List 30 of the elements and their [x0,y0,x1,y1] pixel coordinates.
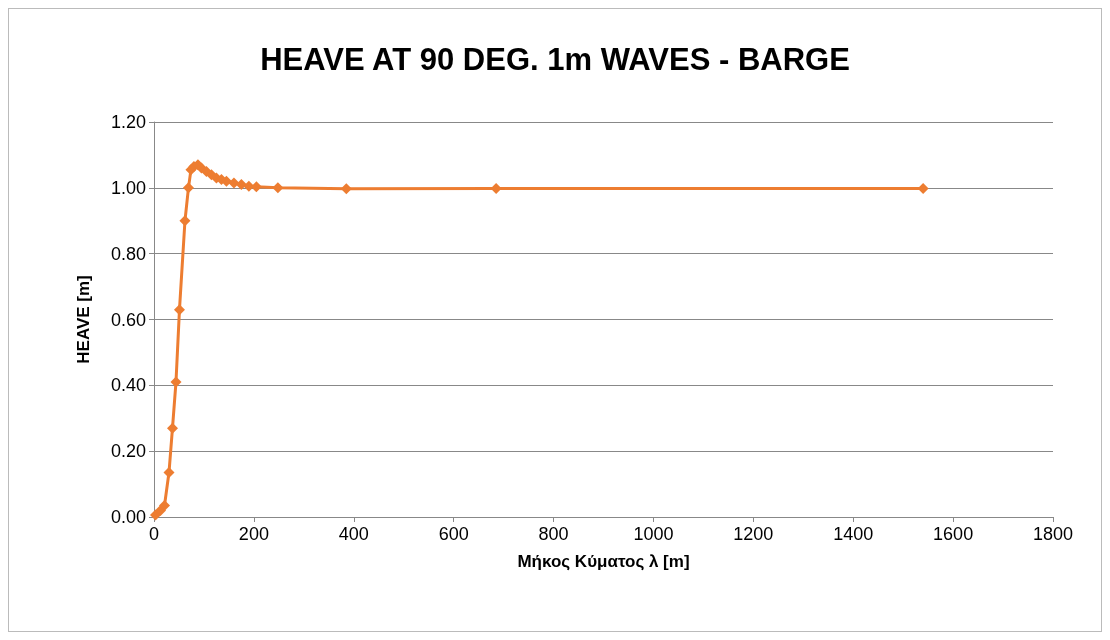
y-tick-label: 0.20 [110,441,146,462]
x-tick-label: 1600 [933,524,974,544]
x-tick-label: 0 [148,524,160,544]
y-tick-label: 0.80 [110,243,146,264]
x-tick-label: 1200 [733,524,774,544]
point [170,376,182,388]
x-tick-label: 1800 [1032,524,1074,544]
y-tick-label: 0.00 [110,507,146,527]
point [158,499,170,511]
x-tick-label: 1400 [833,524,874,544]
x-tick-label: 600 [438,524,469,544]
chart-title: HEAVE AT 90 DEG. 1m WAVES - BARGE [260,42,850,77]
y-tick-label: 1.00 [110,177,146,198]
y-axis-title: HEAVE [m] [74,275,93,364]
x-axis-title: Μήκος Κύματος λ [m] [517,552,690,571]
x-tick-label: 400 [338,524,369,544]
point [150,509,161,521]
point [228,177,240,189]
point [166,422,178,434]
x-tick-label: 200 [238,524,269,544]
x-tick-label: 800 [538,524,569,544]
y-tick-label: 0.40 [110,375,146,396]
point [163,467,175,479]
point [182,182,194,194]
y-tick-label: 1.20 [110,112,146,132]
x-tick-label: 1000 [633,524,674,544]
point [235,179,247,191]
y-tick-label: 0.60 [110,309,146,330]
point [272,182,284,194]
point [173,304,185,316]
